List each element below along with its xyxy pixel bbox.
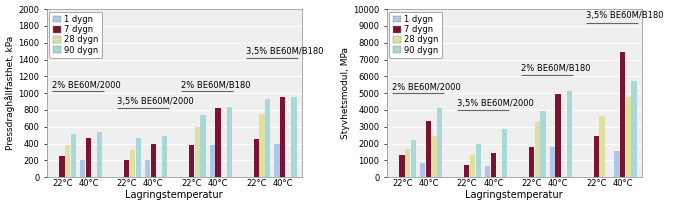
Bar (259, 114, 264, 177)
Text: 2% BE60M/2000: 2% BE60M/2000 (52, 81, 120, 89)
Text: 2% BE60M/2000: 2% BE60M/2000 (392, 82, 460, 91)
Text: 3,5% BE60M/B180: 3,5% BE60M/B180 (246, 47, 324, 56)
Bar (631, 81, 637, 177)
Bar (626, 97, 631, 177)
Bar (405, 149, 411, 177)
Bar (97, 132, 102, 177)
Bar (502, 129, 507, 177)
Legend: 1 dygn, 7 dygn, 28 dygn, 90 dygn: 1 dygn, 7 dygn, 28 dygn, 90 dygn (50, 12, 102, 58)
Text: 3,5% BE60M/B180: 3,5% BE60M/B180 (586, 12, 664, 20)
Bar (291, 97, 297, 177)
Bar (151, 144, 155, 177)
Bar (426, 121, 431, 177)
Text: 2% BE60M/B180: 2% BE60M/B180 (522, 64, 591, 73)
Bar (540, 111, 546, 177)
Bar (189, 145, 194, 177)
Bar (594, 136, 599, 177)
Bar (550, 147, 555, 177)
Bar (529, 147, 534, 177)
Bar (567, 91, 572, 177)
Bar (464, 165, 469, 177)
Text: 3,5% BE60M/2000: 3,5% BE60M/2000 (116, 97, 193, 106)
Bar (124, 160, 129, 177)
Bar (71, 133, 76, 177)
Bar (65, 145, 70, 177)
Bar (534, 122, 540, 177)
Bar (280, 97, 285, 177)
Y-axis label: Styvhetsmodul, MPa: Styvhetsmodul, MPa (341, 47, 351, 139)
Bar (194, 127, 200, 177)
Y-axis label: Pressdraghållfasthet, kPa: Pressdraghållfasthet, kPa (5, 36, 15, 150)
Bar (620, 52, 625, 177)
Text: 3,5% BE60M/2000: 3,5% BE60M/2000 (456, 99, 533, 108)
Bar (130, 150, 135, 177)
Bar (411, 140, 416, 177)
X-axis label: Lagringstemperatur: Lagringstemperatur (125, 190, 223, 200)
Legend: 1 dygn, 7 dygn, 28 dygn, 90 dygn: 1 dygn, 7 dygn, 28 dygn, 90 dygn (390, 12, 442, 58)
Bar (491, 153, 496, 177)
Text: 2% BE60M/B180: 2% BE60M/B180 (181, 81, 251, 89)
Bar (437, 108, 442, 177)
Bar (215, 108, 221, 177)
Bar (485, 166, 490, 177)
Bar (431, 136, 437, 177)
Bar (614, 151, 620, 177)
Bar (209, 145, 215, 177)
Bar (470, 155, 475, 177)
Bar (135, 138, 141, 177)
Bar (59, 156, 65, 177)
Bar (85, 138, 91, 177)
Bar (254, 139, 259, 177)
X-axis label: Lagringstemperatur: Lagringstemperatur (466, 190, 563, 200)
Bar (80, 160, 85, 177)
Bar (476, 144, 481, 177)
Bar (162, 136, 167, 177)
Bar (399, 155, 404, 177)
Bar (600, 116, 604, 177)
Bar (145, 160, 150, 177)
Bar (265, 99, 271, 177)
Bar (420, 164, 425, 177)
Bar (555, 94, 561, 177)
Bar (275, 144, 279, 177)
Bar (227, 107, 232, 177)
Bar (201, 115, 205, 177)
